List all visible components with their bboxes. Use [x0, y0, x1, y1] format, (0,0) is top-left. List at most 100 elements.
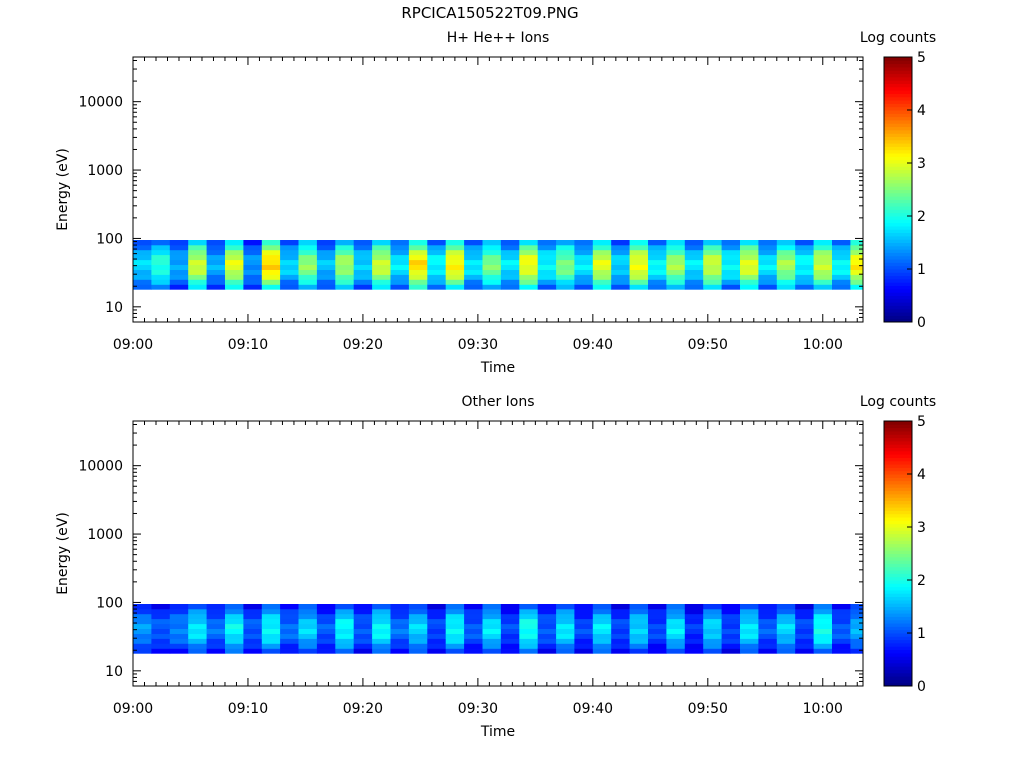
- heatmap-cell: [280, 638, 299, 644]
- heatmap-cell: [574, 254, 594, 261]
- heatmap-cell: [169, 623, 189, 629]
- colorbar-label: Log counts: [860, 394, 936, 410]
- heatmap-cell: [353, 604, 373, 610]
- heatmap-cell: [243, 244, 263, 251]
- heatmap-cell: [445, 628, 465, 634]
- heatmap-cell: [133, 240, 152, 246]
- heatmap-cell: [372, 254, 391, 261]
- colorbar-swatch: [884, 530, 912, 535]
- colorbar-swatch: [884, 483, 912, 488]
- heatmap-cell: [684, 264, 704, 270]
- colorbar-swatch: [884, 76, 912, 81]
- x-tick-label: 09:20: [343, 701, 383, 717]
- heatmap-cell: [372, 623, 391, 629]
- heatmap-cell: [133, 618, 152, 625]
- heatmap-cell: [556, 648, 575, 654]
- heatmap-cell: [629, 259, 649, 265]
- heatmap-cell: [206, 608, 226, 615]
- colorbar-swatch: [884, 192, 912, 197]
- heatmap-cell: [280, 244, 299, 251]
- colorbar-swatch: [884, 57, 912, 61]
- heatmap-cell: [592, 633, 612, 639]
- heatmap-cell: [316, 274, 336, 280]
- heatmap-cell: [537, 269, 557, 275]
- heatmap-cell: [225, 628, 244, 634]
- heatmap-cell: [261, 623, 281, 629]
- heatmap-cell: [795, 608, 814, 615]
- colorbar-swatch: [884, 553, 912, 558]
- colorbar-swatch: [884, 540, 912, 545]
- x-tick-label: 09:50: [688, 337, 728, 353]
- heatmap-cell: [776, 608, 796, 615]
- colorbar-swatch: [884, 573, 912, 578]
- heatmap-cell: [740, 613, 759, 620]
- heatmap-cell: [703, 623, 722, 629]
- heatmap-cell: [592, 623, 612, 629]
- heatmap-cell: [133, 274, 152, 280]
- heatmap-cell: [335, 279, 355, 285]
- colorbar-tick-label: 0: [917, 315, 926, 331]
- heatmap-cell: [206, 648, 226, 654]
- heatmap-cell: [574, 623, 594, 629]
- heatmap-cell: [353, 628, 373, 634]
- heatmap-cell: [151, 269, 171, 275]
- heatmap-cell: [556, 613, 575, 620]
- colorbar-swatch: [884, 474, 912, 478]
- heatmap-cell: [464, 648, 483, 654]
- heatmap-cell: [335, 623, 355, 629]
- colorbar-swatch: [884, 589, 912, 594]
- colorbar-swatch: [884, 454, 912, 458]
- heatmap-cell: [188, 274, 207, 280]
- heatmap-cell: [464, 259, 483, 265]
- heatmap-cell: [574, 648, 594, 654]
- heatmap-cell: [666, 284, 686, 290]
- heatmap-cell: [776, 284, 796, 290]
- heatmap-cell: [298, 628, 318, 634]
- heatmap-cell: [408, 264, 428, 270]
- heatmap-cell: [666, 264, 686, 270]
- y-tick-label: 10000: [78, 95, 123, 111]
- colorbar-swatch: [884, 179, 912, 184]
- heatmap-cell: [703, 638, 722, 644]
- colorbar-swatch: [884, 209, 912, 214]
- colorbar-tick-label: 3: [917, 156, 926, 172]
- heatmap-cell: [795, 279, 814, 285]
- heatmap-cell: [666, 249, 686, 256]
- heatmap-cell: [298, 249, 318, 256]
- heatmap-cell: [280, 628, 299, 634]
- heatmap-cell: [795, 628, 814, 634]
- heatmap-cell: [445, 633, 465, 639]
- heatmap-cell: [445, 623, 465, 629]
- heatmap-cell: [556, 643, 575, 649]
- heatmap-cell: [592, 284, 612, 290]
- heatmap-cell: [298, 254, 318, 261]
- heatmap-cell: [850, 633, 864, 639]
- heatmap-cell: [500, 643, 520, 649]
- heatmap-cell: [648, 618, 667, 625]
- heatmap-cell: [574, 249, 594, 256]
- x-axis-label: Time: [480, 360, 515, 376]
- heatmap-cell: [758, 604, 778, 610]
- heatmap-cell: [758, 284, 778, 290]
- colorbar-label: Log counts: [860, 30, 936, 46]
- heatmap-cell: [353, 608, 373, 615]
- heatmap-cell: [740, 638, 759, 644]
- x-tick-label: 09:30: [458, 701, 498, 717]
- heatmap-cell: [243, 259, 263, 265]
- heatmap-cell: [261, 259, 281, 265]
- heatmap-cell: [740, 240, 759, 246]
- heatmap-cell: [151, 628, 171, 634]
- heatmap-cell: [592, 628, 612, 634]
- heatmap-cell: [556, 604, 575, 610]
- heatmap-cell: [611, 284, 630, 290]
- heatmap-cell: [261, 284, 281, 290]
- heatmap-cell: [574, 618, 594, 625]
- heatmap-cell: [445, 284, 465, 290]
- heatmap-cell: [464, 613, 483, 620]
- heatmap-cell: [776, 269, 796, 275]
- heatmap-cell: [316, 613, 336, 620]
- heatmap-cell: [813, 244, 833, 251]
- colorbar-swatch: [884, 616, 912, 621]
- heatmap-cell: [721, 249, 741, 256]
- heatmap-cell: [151, 604, 171, 610]
